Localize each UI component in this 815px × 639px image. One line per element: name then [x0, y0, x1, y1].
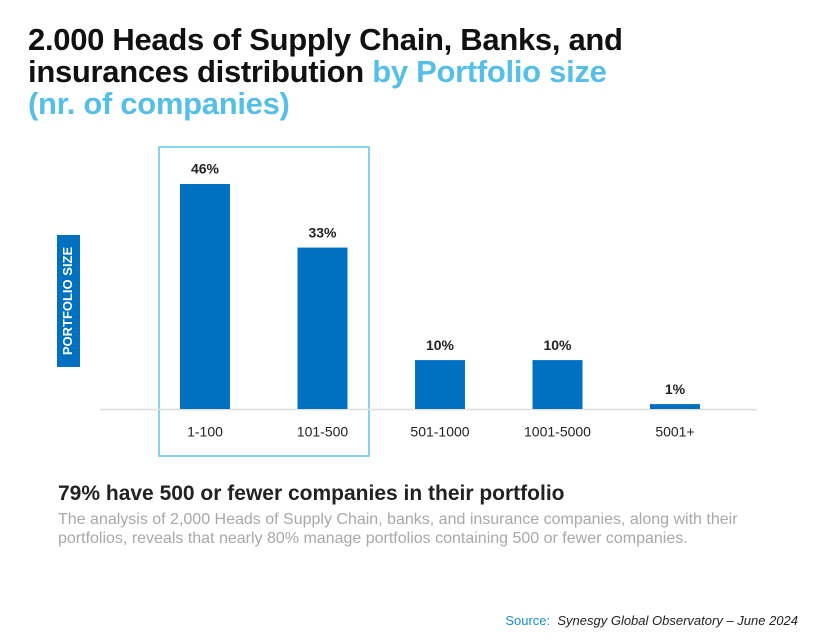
data-label: 46% [191, 161, 220, 177]
title-part: 2.000 Heads of Supply Chain, Banks, and … [28, 22, 623, 89]
bar [532, 360, 583, 409]
data-label: 1% [665, 381, 686, 397]
y-label-box [57, 235, 80, 367]
bar [180, 184, 230, 409]
x-tick-label: 1-100 [187, 424, 223, 440]
title-highlight: by Portfolio size (nr. of companies) [28, 54, 607, 121]
bar [650, 404, 700, 409]
x-tick-label: 101-500 [297, 424, 349, 440]
x-tick-label: 1001-5000 [524, 424, 591, 440]
source-text: Synesgy Global Observatory – June 2024 [557, 613, 798, 628]
data-label: 10% [543, 337, 572, 353]
chart-title: 2.000 Heads of Supply Chain, Banks, and … [28, 24, 628, 120]
data-label: 33% [308, 224, 337, 240]
headline: 79% have 500 or fewer companies in their… [58, 482, 565, 505]
source-label: Source: [505, 613, 551, 628]
bar [415, 360, 465, 409]
x-tick-label: 5001+ [655, 424, 694, 440]
highlight-box [158, 146, 370, 457]
bar [297, 247, 348, 409]
description: The analysis of 2,000 Heads of Supply Ch… [58, 511, 738, 547]
x-tick-label: 501-1000 [410, 424, 469, 440]
y-axis-label: PORTFOLIO SIZE [60, 247, 75, 356]
data-label: 10% [426, 337, 455, 353]
source: Source: Synesgy Global Observatory – Jun… [505, 613, 798, 628]
